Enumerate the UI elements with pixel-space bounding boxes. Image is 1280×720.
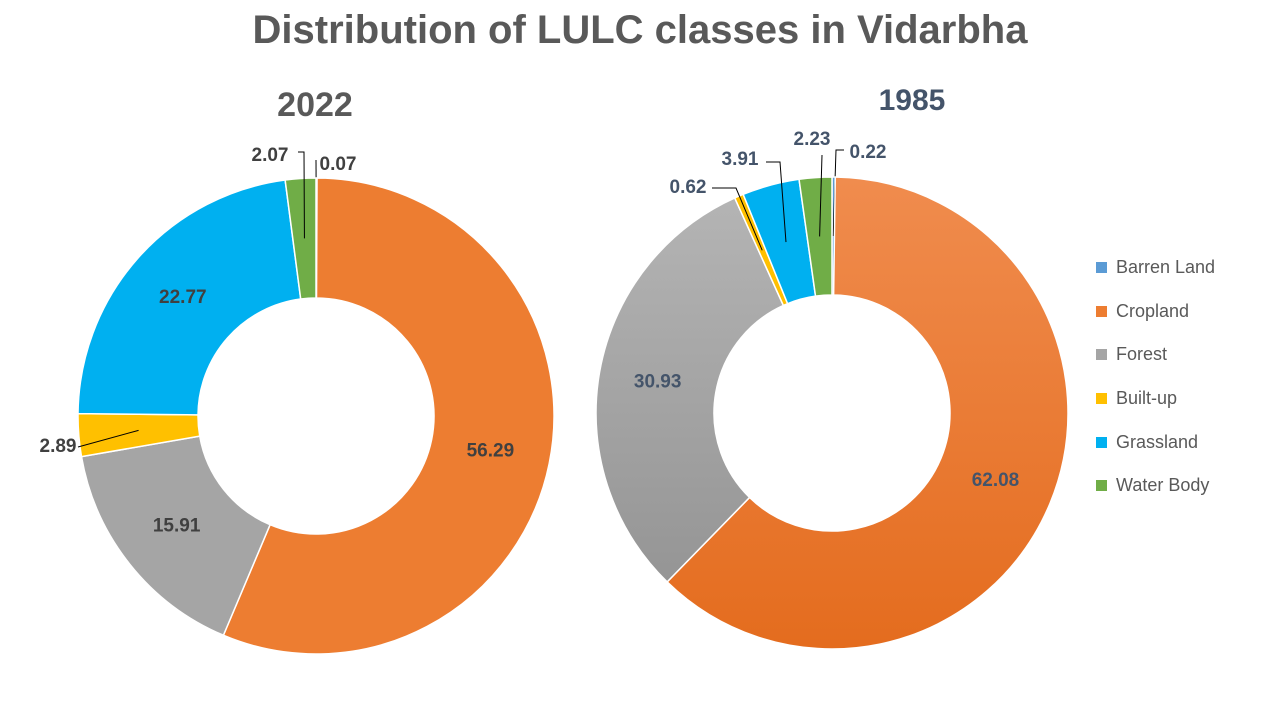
slice-water-body (284, 177, 317, 300)
legend-label: Water Body (1116, 475, 1210, 496)
legend-label: Grassland (1116, 431, 1199, 452)
slice-water-body (798, 176, 833, 298)
data-label-barren-land: 0.07 (320, 154, 357, 175)
legend-item: Grassland (1096, 420, 1215, 464)
leader-line (77, 429, 139, 448)
slice-cropland (666, 176, 1069, 650)
legend-swatch (1096, 349, 1107, 361)
chart-main-title: Distribution of LULC classes in Vidarbha (252, 8, 1028, 52)
data-label-forest: 30.93 (634, 371, 682, 392)
donut-1985: 0.22 62.08 30.93 0.62 3.91 2.23 (595, 129, 1069, 650)
data-label-built-up: 0.62 (670, 177, 707, 198)
chart-title-1985: 1985 (878, 84, 946, 117)
data-label-barren-land: 0.22 (850, 142, 887, 163)
data-label-built-up: 2.89 (40, 436, 77, 457)
legend: Barren Land Cropland Forest Built-up Gra… (1096, 246, 1215, 508)
data-label-water-body: 2.07 (252, 145, 289, 166)
legend-label: Barren Land (1116, 257, 1216, 278)
data-label-forest: 15.91 (153, 516, 201, 537)
legend-swatch (1096, 436, 1107, 448)
legend-swatch (1096, 393, 1107, 405)
data-label-grassland: 3.91 (722, 149, 759, 170)
legend-swatch (1096, 262, 1107, 274)
legend-label: Cropland (1116, 300, 1190, 321)
leader-line (766, 161, 787, 243)
donut-2022: 0.07 56.29 15.91 2.89 22.77 2.07 (40, 145, 555, 655)
legend-item: Water Body (1096, 464, 1215, 508)
chart-title-2022: 2022 (277, 86, 353, 124)
legend-item: Barren Land (1096, 246, 1215, 290)
legend-item: Built-up (1096, 377, 1215, 421)
legend-label: Forest (1116, 344, 1168, 365)
slice-grassland (77, 179, 302, 416)
legend-swatch (1096, 305, 1107, 317)
slice-cropland (222, 177, 555, 655)
data-label-water-body: 2.23 (794, 129, 831, 150)
data-label-grassland: 22.77 (159, 287, 207, 308)
slice-forest (595, 196, 785, 583)
legend-label: Built-up (1116, 388, 1178, 409)
slice-forest (80, 435, 272, 637)
leader-line (712, 187, 763, 251)
leader-line (819, 154, 823, 237)
data-label-cropland: 62.08 (972, 470, 1020, 491)
data-label-cropland: 56.29 (467, 441, 515, 462)
legend-item: Forest (1096, 333, 1215, 377)
leader-line (298, 151, 305, 239)
legend-swatch (1096, 480, 1107, 492)
legend-item: Cropland (1096, 290, 1215, 334)
